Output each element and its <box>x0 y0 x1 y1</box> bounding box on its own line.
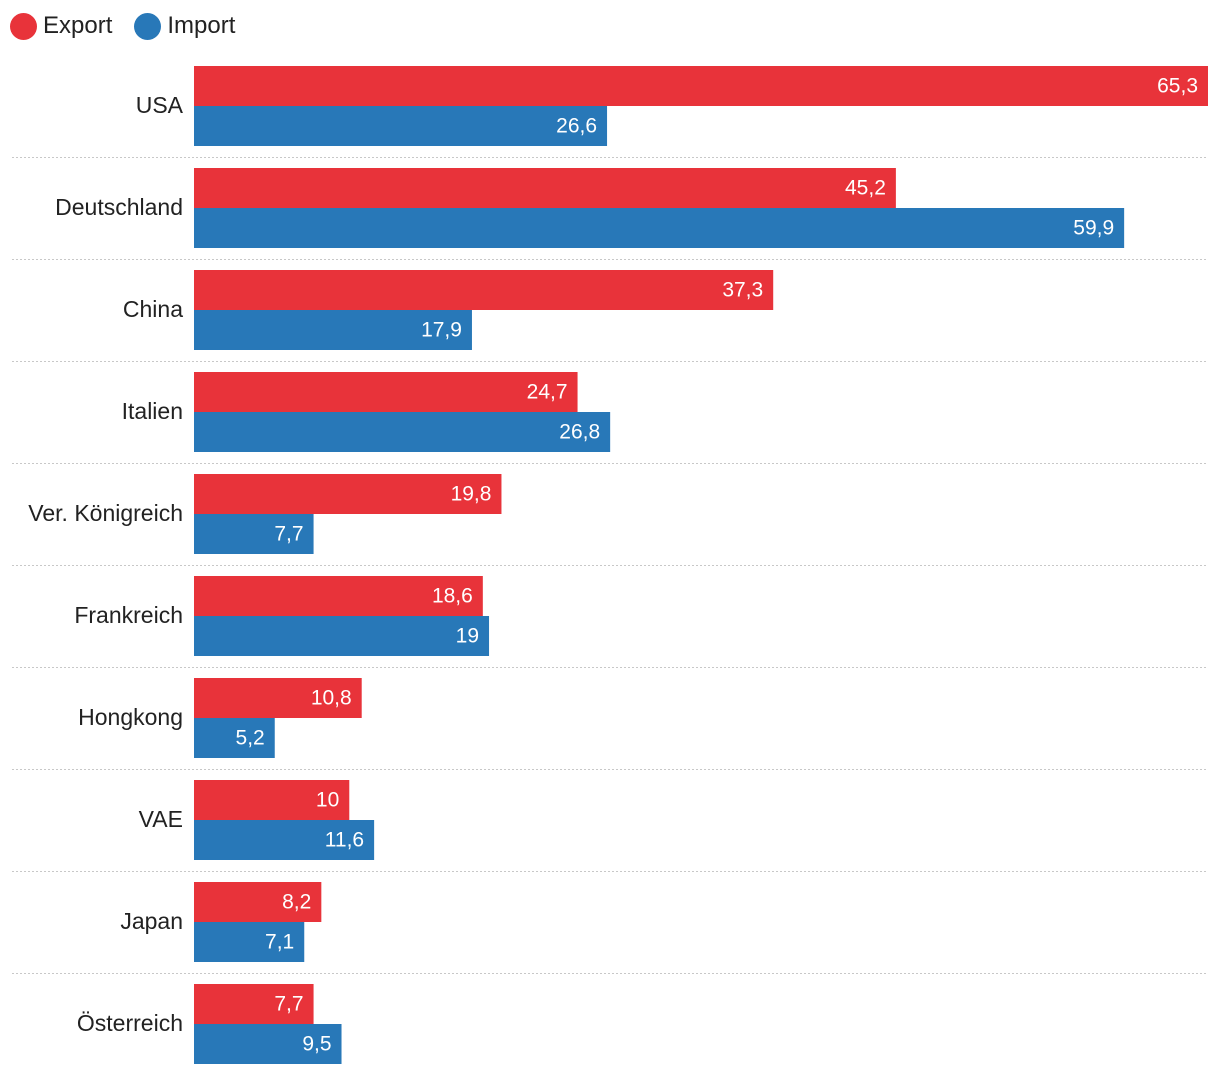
legend-label-export: Export <box>43 12 113 39</box>
category-label-deutschland: Deutschland <box>55 194 183 220</box>
value-label-import-japan: 7,1 <box>265 931 294 954</box>
legend-swatch-export <box>10 12 37 40</box>
bar-import-vae[interactable] <box>194 820 375 860</box>
category-label-italien: Italien <box>122 398 183 424</box>
value-label-export-italien: 24,7 <box>527 381 568 404</box>
bar-export-hongkong[interactable] <box>194 678 362 718</box>
bar-import-frankreich[interactable] <box>194 616 490 656</box>
value-label-export-vae: 10 <box>316 789 339 812</box>
bar-import-deutschland[interactable] <box>194 208 1125 248</box>
bar-export-japan[interactable] <box>194 882 322 922</box>
value-label-export-china: 37,3 <box>722 279 763 302</box>
legend-swatch-import <box>134 12 162 40</box>
value-label-import-hongkong: 5,2 <box>236 727 265 750</box>
category-label-usa: USA <box>136 92 184 118</box>
bar-export-ver-königreich[interactable] <box>194 474 502 514</box>
category-label-österreich: Österreich <box>77 1010 183 1036</box>
bar-import-hongkong[interactable] <box>194 718 275 758</box>
chart-legend: Export Import <box>10 10 257 42</box>
value-label-import-frankreich: 19 <box>456 625 479 648</box>
value-label-export-japan: 8,2 <box>282 891 311 914</box>
value-label-import-vae: 11,6 <box>325 829 364 852</box>
value-label-import-italien: 26,8 <box>559 421 600 444</box>
value-label-import-usa: 26,6 <box>556 115 597 138</box>
bar-import-italien[interactable] <box>194 412 611 452</box>
bar-import-österreich[interactable] <box>194 1024 342 1064</box>
bar-export-usa[interactable] <box>194 66 1208 106</box>
category-label-hongkong: Hongkong <box>78 704 183 730</box>
bar-import-japan[interactable] <box>194 922 305 962</box>
category-label-frankreich: Frankreich <box>74 602 183 628</box>
category-label-ver-königreich: Ver. Königreich <box>28 500 183 526</box>
bar-import-ver-königreich[interactable] <box>194 514 314 554</box>
value-label-import-china: 17,9 <box>421 319 462 342</box>
bar-import-china[interactable] <box>194 310 472 350</box>
category-label-china: China <box>123 296 183 322</box>
value-label-export-usa: 65,3 <box>1157 75 1198 98</box>
bar-export-frankreich[interactable] <box>194 576 483 616</box>
value-label-export-frankreich: 18,6 <box>432 585 473 608</box>
category-label-japan: Japan <box>120 908 183 934</box>
legend-item-export[interactable]: Export <box>10 12 112 40</box>
legend-label-import: Import <box>167 12 236 39</box>
category-label-vae: VAE <box>139 806 183 832</box>
bar-export-china[interactable] <box>194 270 774 310</box>
value-label-export-ver-königreich: 19,8 <box>451 483 492 506</box>
legend-item-import[interactable]: Import <box>134 12 235 40</box>
bar-export-vae[interactable] <box>194 780 350 820</box>
value-label-import-ver-königreich: 7,7 <box>274 523 303 546</box>
bar-export-deutschland[interactable] <box>194 168 896 208</box>
bar-export-italien[interactable] <box>194 372 578 412</box>
value-label-import-deutschland: 59,9 <box>1073 217 1114 240</box>
value-label-export-deutschland: 45,2 <box>845 177 886 200</box>
bar-export-österreich[interactable] <box>194 984 314 1024</box>
value-label-import-österreich: 9,5 <box>302 1033 331 1056</box>
bar-import-usa[interactable] <box>194 106 608 146</box>
value-label-export-hongkong: 10,8 <box>311 687 352 710</box>
value-label-export-österreich: 7,7 <box>274 993 303 1016</box>
